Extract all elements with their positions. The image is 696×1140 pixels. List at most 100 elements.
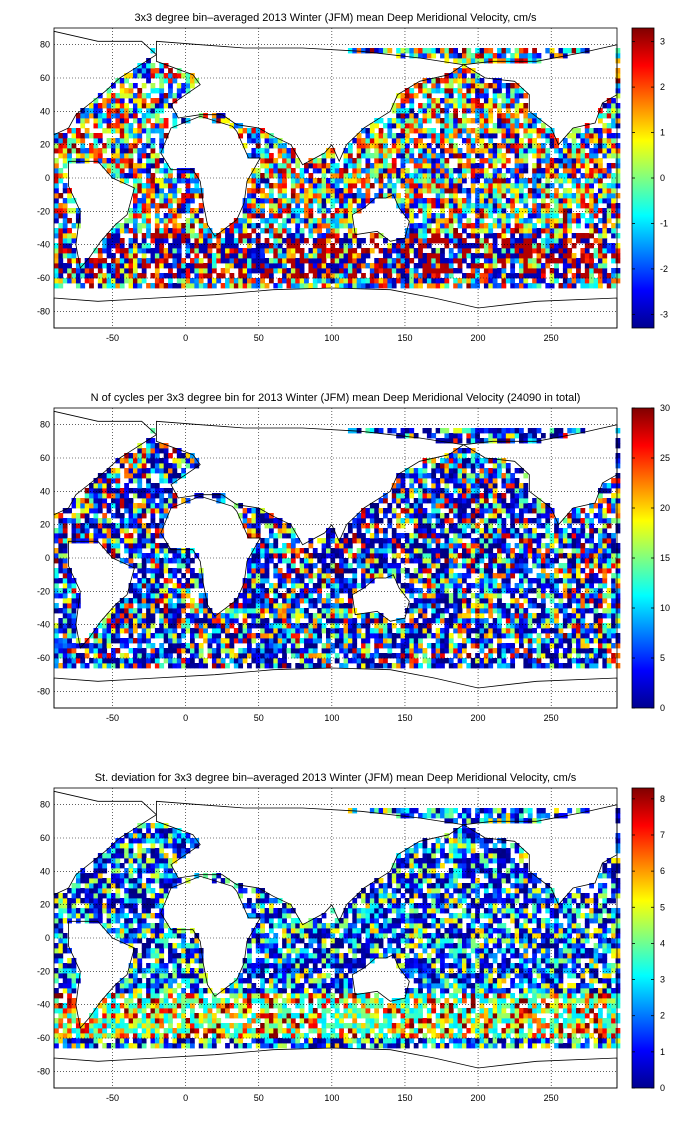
heatmap-cell: [396, 148, 401, 153]
heatmap-cell: [567, 178, 572, 183]
heatmap-cell: [111, 523, 116, 528]
heatmap-cell: [458, 153, 463, 158]
heatmap-cell: [458, 208, 463, 213]
heatmap-cell: [545, 243, 550, 248]
heatmap-cell: [181, 193, 186, 198]
heatmap-cell: [607, 203, 612, 208]
heatmap-cell: [598, 168, 603, 173]
heatmap-cell: [607, 153, 612, 158]
heatmap-cell: [567, 213, 572, 218]
heatmap-cell: [598, 128, 603, 133]
heatmap-cell: [168, 498, 173, 503]
heatmap-cell: [102, 653, 107, 658]
heatmap-cell: [146, 188, 151, 193]
heatmap-cell: [142, 628, 147, 633]
heatmap-cell: [260, 583, 265, 588]
heatmap-cell: [585, 173, 590, 178]
heatmap-cell: [418, 103, 423, 108]
heatmap-cell: [190, 198, 195, 203]
heatmap-cell: [541, 183, 546, 188]
heatmap-cell: [93, 488, 98, 493]
heatmap-cell: [155, 273, 160, 278]
heatmap-cell: [225, 623, 230, 628]
heatmap-cell: [282, 608, 287, 613]
heatmap-cell: [501, 123, 506, 128]
heatmap-cell: [528, 178, 533, 183]
heatmap-cell: [186, 203, 191, 208]
heatmap-cell: [146, 558, 151, 563]
heatmap-cell: [308, 178, 313, 183]
heatmap-cell: [177, 653, 182, 658]
heatmap-cell: [611, 228, 616, 233]
heatmap-cell: [379, 163, 384, 168]
heatmap-cell: [616, 78, 621, 83]
heatmap-cell: [308, 663, 313, 668]
heatmap-cell: [370, 273, 375, 278]
heatmap-cell: [295, 648, 300, 653]
heatmap-cell: [137, 523, 142, 528]
heatmap-cell: [234, 248, 239, 253]
heatmap-cell: [177, 228, 182, 233]
heatmap-cell: [190, 658, 195, 663]
colorbar-tick-label: -3: [660, 309, 668, 319]
heatmap-cell: [295, 593, 300, 598]
heatmap-cell: [585, 128, 590, 133]
heatmap-cell: [247, 523, 252, 528]
heatmap-cell: [107, 628, 112, 633]
heatmap-cell: [76, 148, 81, 153]
heatmap-cell: [282, 198, 287, 203]
heatmap-cell: [251, 173, 256, 178]
heatmap-cell: [532, 118, 537, 123]
heatmap-cell: [405, 143, 410, 148]
heatmap-cell: [269, 628, 274, 633]
heatmap-cell: [93, 533, 98, 538]
heatmap-cell: [295, 258, 300, 263]
heatmap-cell: [344, 238, 349, 243]
heatmap-cell: [313, 638, 318, 643]
heatmap-cell: [506, 248, 511, 253]
heatmap-cell: [63, 223, 68, 228]
heatmap-cell: [488, 98, 493, 103]
heatmap-cell: [497, 58, 502, 63]
heatmap-cell: [493, 208, 498, 213]
heatmap-cell: [282, 583, 287, 588]
heatmap-cell: [387, 283, 392, 288]
heatmap-cell: [159, 498, 164, 503]
heatmap-cell: [124, 508, 129, 513]
heatmap-cell: [115, 138, 120, 143]
heatmap-cell: [501, 173, 506, 178]
heatmap-cell: [181, 178, 186, 183]
heatmap-cell: [300, 168, 305, 173]
heatmap-cell: [501, 58, 506, 63]
heatmap-cell: [458, 123, 463, 128]
heatmap-cell: [409, 278, 414, 283]
heatmap-cell: [431, 153, 436, 158]
heatmap-cell: [423, 228, 428, 233]
heatmap-cell: [282, 633, 287, 638]
heatmap-cell: [98, 138, 103, 143]
heatmap-cell: [585, 208, 590, 213]
heatmap-cell: [155, 493, 160, 498]
heatmap-cell: [475, 258, 480, 263]
heatmap-cell: [576, 263, 581, 268]
heatmap-cell: [287, 568, 292, 573]
heatmap-cell: [352, 168, 357, 173]
heatmap-cell: [256, 198, 261, 203]
heatmap-cell: [146, 443, 151, 448]
heatmap-cell: [133, 628, 138, 633]
heatmap-cell: [107, 103, 112, 108]
heatmap-cell: [506, 183, 511, 188]
heatmap-cell: [585, 143, 590, 148]
heatmap-cell: [212, 263, 217, 268]
heatmap-cell: [466, 163, 471, 168]
heatmap-cell: [436, 133, 441, 138]
heatmap-cell: [98, 258, 103, 263]
heatmap-cell: [611, 98, 616, 103]
heatmap-cell: [361, 198, 366, 203]
heatmap-cell: [63, 278, 68, 283]
heatmap-cell: [335, 248, 340, 253]
heatmap-cell: [436, 83, 441, 88]
heatmap-cell: [260, 588, 265, 593]
heatmap-cell: [80, 283, 85, 288]
heatmap-cell: [54, 263, 59, 268]
